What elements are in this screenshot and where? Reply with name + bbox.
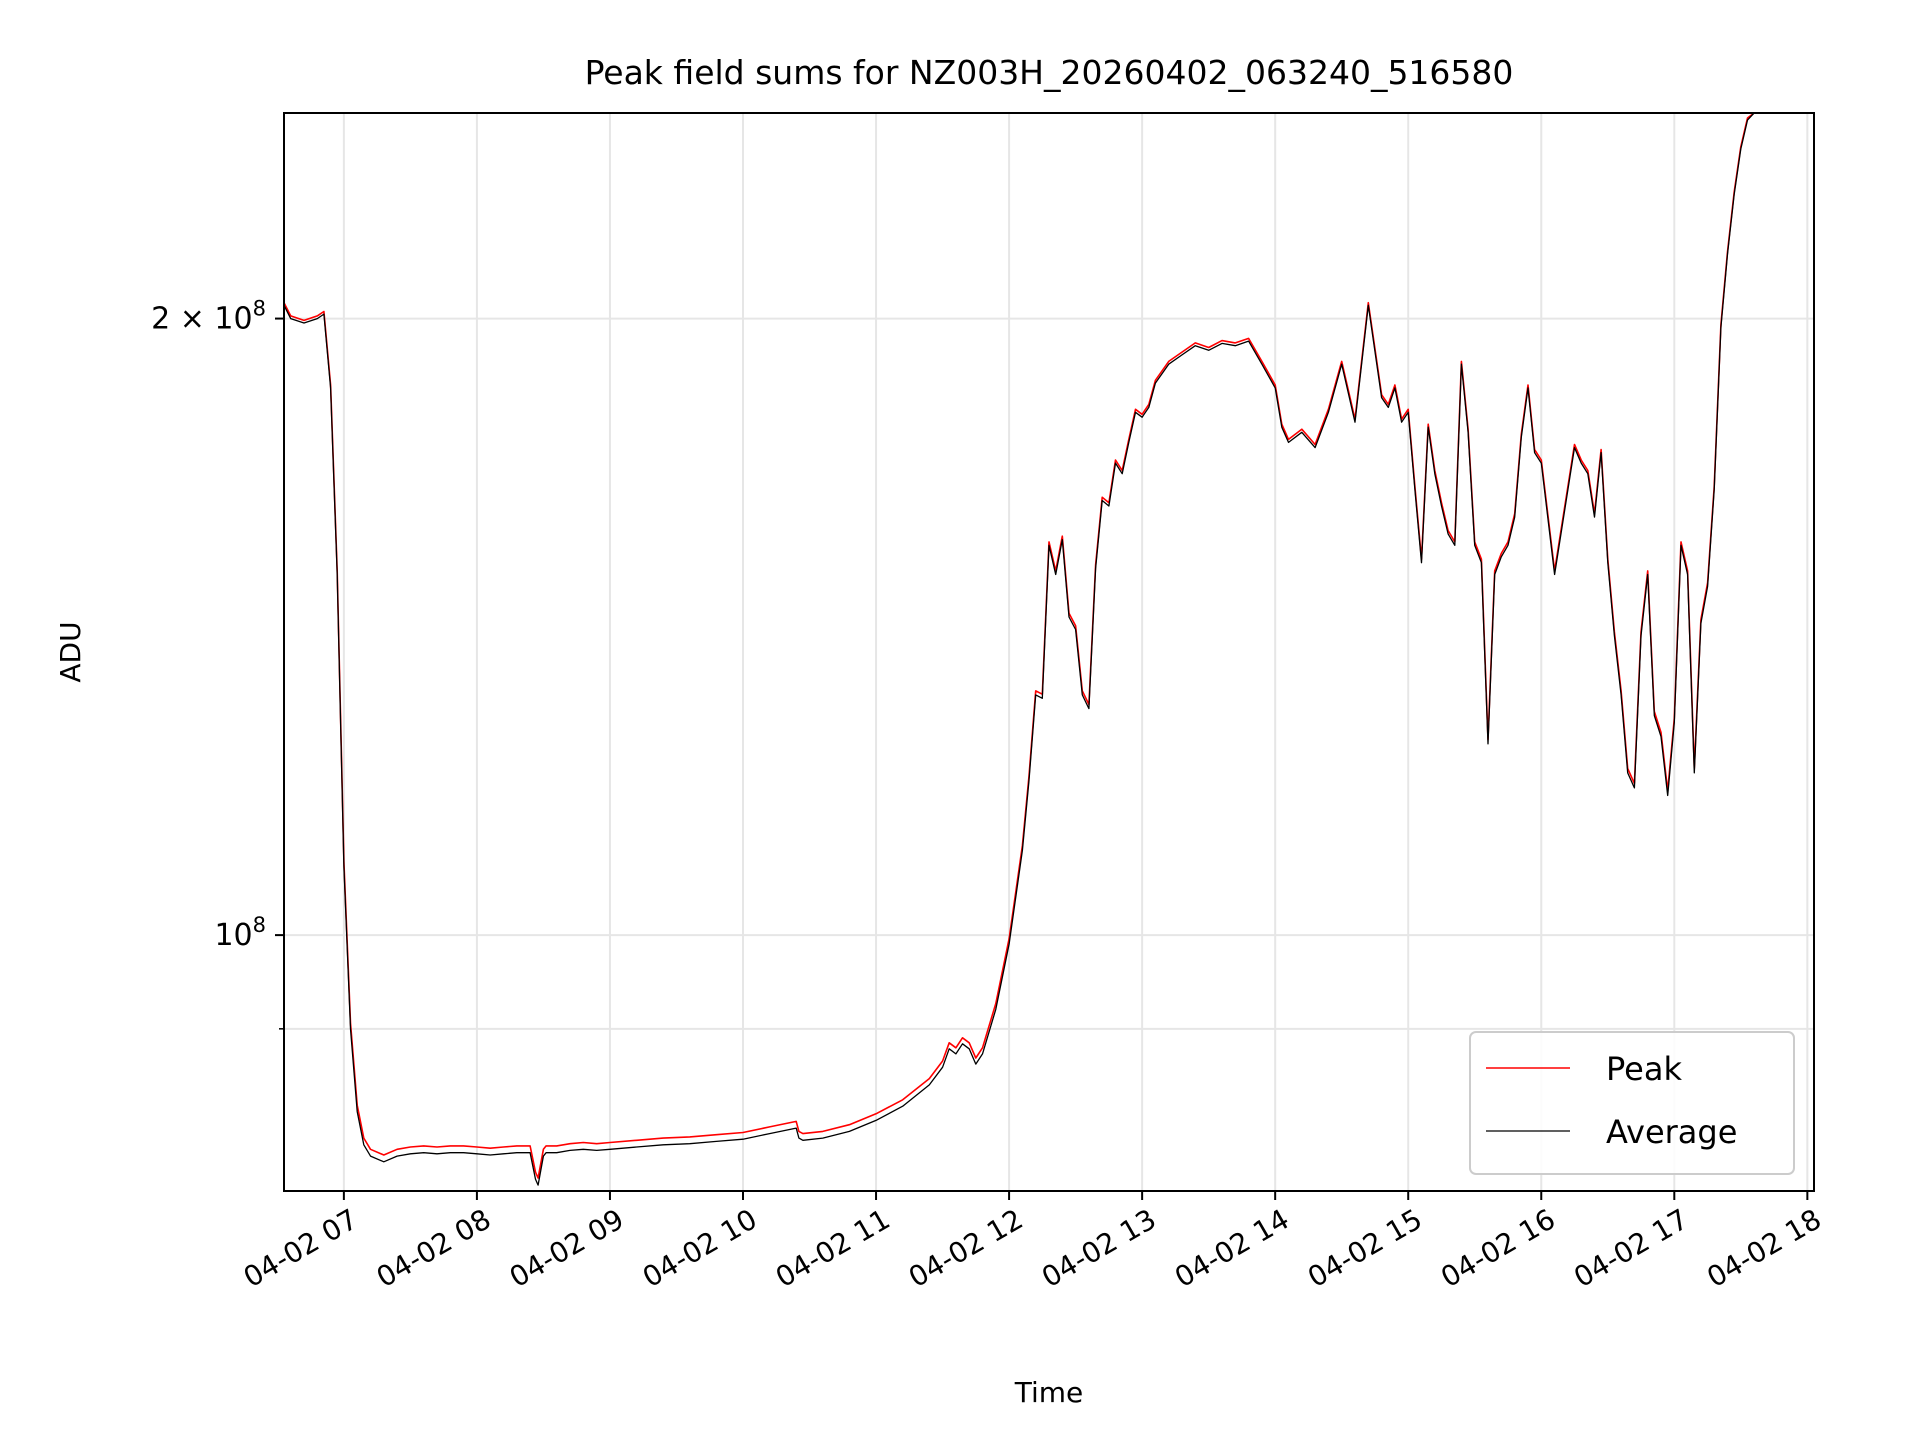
chart-title: Peak field sums for NZ003H_20260402_0632… xyxy=(585,53,1514,92)
x-tick-label: 04-02 07 xyxy=(238,1202,364,1294)
x-tick-label: 04-02 18 xyxy=(1701,1202,1827,1294)
x-tick-label: 04-02 17 xyxy=(1568,1202,1694,1294)
y-tick-label: 108 xyxy=(214,913,266,953)
legend: Peak Average xyxy=(1469,1031,1795,1175)
peak-line xyxy=(283,112,1788,1179)
x-tick-label: 04-02 15 xyxy=(1302,1202,1428,1294)
x-tick-label: 04-02 14 xyxy=(1169,1202,1295,1294)
y-tick-label-base: 2 × 10 xyxy=(151,302,252,337)
legend-average-label: Average xyxy=(1606,1113,1737,1151)
grid-lines xyxy=(284,113,1814,1191)
y-tick-label: 2 × 108 xyxy=(151,297,266,337)
series-average xyxy=(283,112,1788,1186)
legend-peak-label: Peak xyxy=(1606,1050,1682,1088)
x-tick-label: 04-02 09 xyxy=(504,1202,630,1294)
series-peak xyxy=(283,112,1788,1179)
x-tick-label: 04-02 12 xyxy=(903,1202,1029,1294)
x-tick-label: 04-02 16 xyxy=(1435,1202,1561,1294)
average-line xyxy=(283,112,1788,1186)
x-axis: 04-02 07 04-02 08 04-02 09 04-02 10 04-02 11… xyxy=(238,1191,1827,1294)
y-axis-label: ADU xyxy=(54,621,87,682)
x-tick-label: 04-02 11 xyxy=(770,1202,896,1294)
plot-area-frame xyxy=(283,112,1815,1192)
x-tick-label: 04-02 10 xyxy=(637,1202,763,1294)
x-tick-label: 04-02 08 xyxy=(371,1202,497,1294)
x-axis-label: Time xyxy=(1014,1376,1084,1409)
x-tick-label: 04-02 13 xyxy=(1036,1202,1162,1294)
y-tick-label-exponent: 8 xyxy=(253,297,266,321)
y-tick-label-base: 10 xyxy=(214,918,252,953)
y-tick-label-exponent: 8 xyxy=(253,913,266,937)
